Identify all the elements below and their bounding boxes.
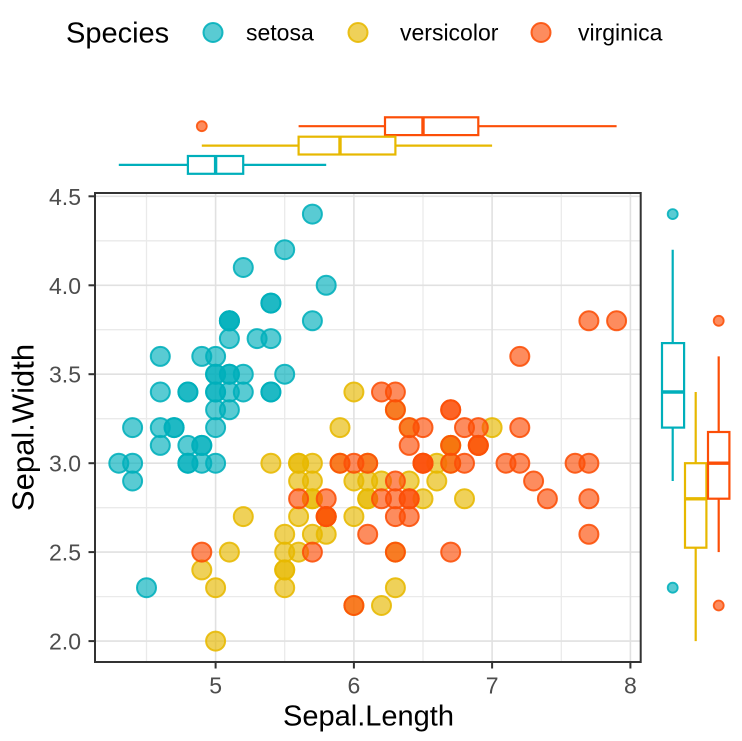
svg-text:3.5: 3.5 [49,362,81,388]
svg-text:4.5: 4.5 [49,184,81,210]
svg-text:7: 7 [486,673,499,699]
svg-text:6: 6 [348,673,361,699]
svg-text:5: 5 [209,673,222,699]
svg-text:2.5: 2.5 [49,540,81,566]
svg-text:3.0: 3.0 [49,451,81,477]
svg-text:4.0: 4.0 [49,273,81,299]
svg-text:8: 8 [624,673,637,699]
svg-text:2.0: 2.0 [49,629,81,655]
svg-text:Species: Species [66,18,169,50]
svg-text:versicolor: versicolor [400,20,499,46]
svg-text:setosa: setosa [246,20,314,46]
svg-text:Sepal.Width: Sepal.Width [6,344,41,511]
svg-text:Sepal.Length: Sepal.Length [283,701,454,733]
svg-text:virginica: virginica [578,20,663,46]
